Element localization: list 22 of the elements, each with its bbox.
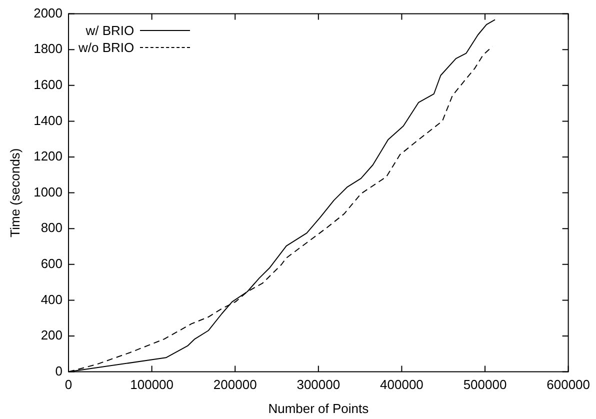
y-tick-label: 1400 xyxy=(34,112,63,128)
x-tick-label: 100000 xyxy=(130,377,174,392)
y-tick-label: 1600 xyxy=(34,76,63,92)
x-tick-label: 200000 xyxy=(213,377,257,392)
y-tick-label: 400 xyxy=(40,292,63,307)
x-tick-label: 500000 xyxy=(463,377,507,392)
x-tick-label: 400000 xyxy=(380,377,424,392)
y-tick-label: 2000 xyxy=(34,5,63,20)
legend-label: w/ BRIO xyxy=(86,22,134,39)
x-tick-label: 300000 xyxy=(296,377,340,392)
y-tick-label: 800 xyxy=(40,220,63,236)
y-tick-label: 0 xyxy=(55,363,63,378)
y-tick-label: 1000 xyxy=(34,184,63,200)
x-axis-title: Number of Points xyxy=(268,400,370,416)
x-tick-label: 600000 xyxy=(546,377,590,392)
y-axis-title: Time (seconds) xyxy=(7,148,22,238)
x-tick-label: 0 xyxy=(64,377,72,392)
legend-label: w/o BRIO xyxy=(78,38,134,56)
y-tick-label: 600 xyxy=(40,256,63,271)
y-tick-label: 1800 xyxy=(34,41,63,56)
y-tick-label: 200 xyxy=(40,328,63,343)
y-tick-label: 1200 xyxy=(34,148,63,164)
